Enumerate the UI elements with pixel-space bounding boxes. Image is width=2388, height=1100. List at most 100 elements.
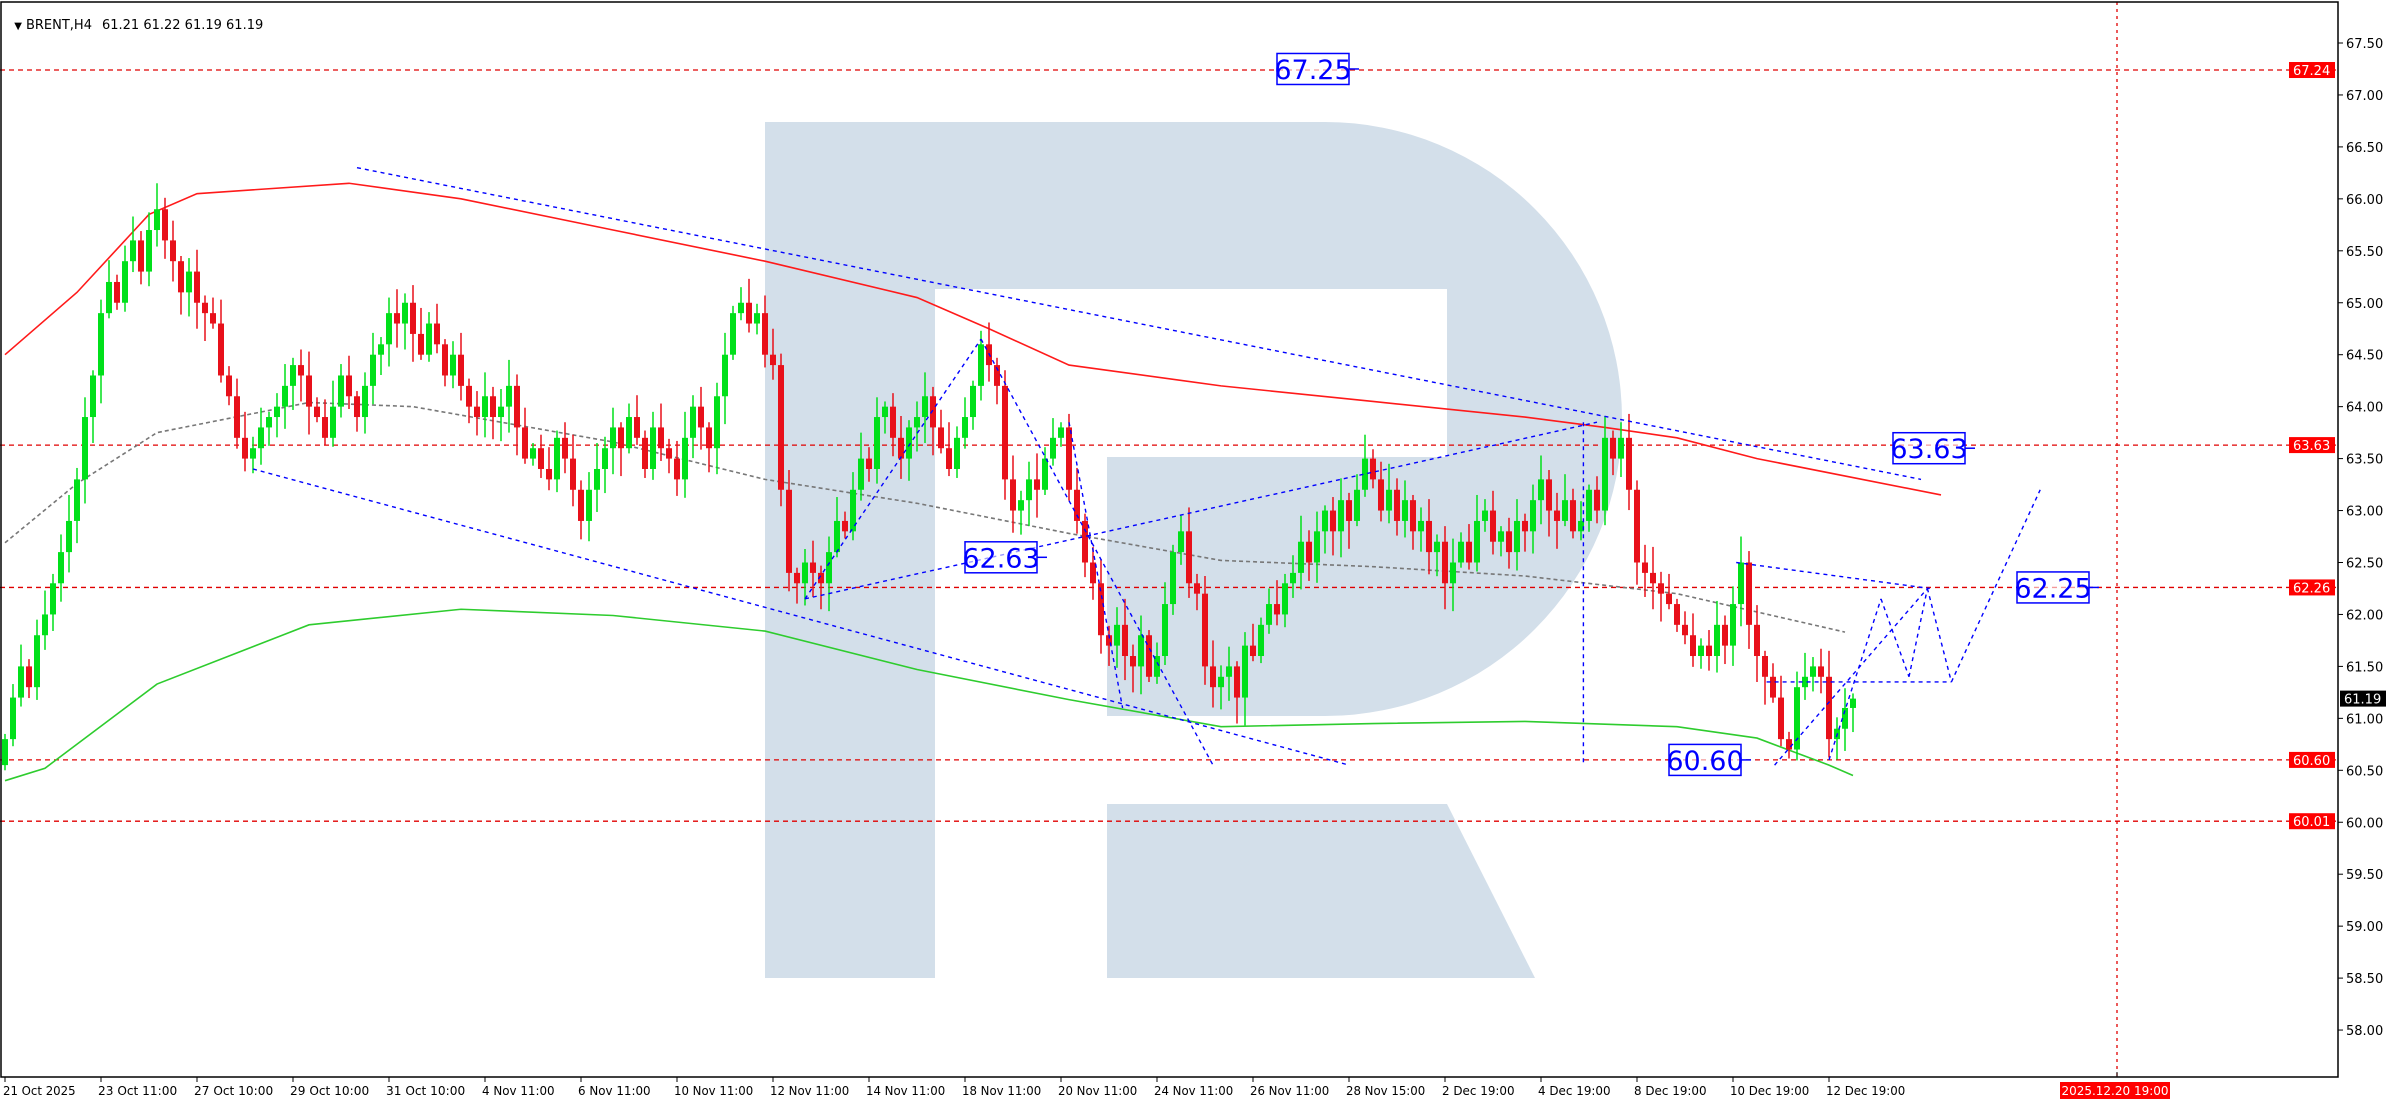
candle-body bbox=[394, 313, 400, 324]
candle-body bbox=[498, 406, 504, 418]
candle bbox=[690, 395, 696, 459]
level-price-tags: 67.24 63.63 62.26 60.60 60.01 bbox=[2289, 62, 2335, 830]
candle-body bbox=[1698, 645, 1704, 657]
moving-average-line bbox=[4, 608, 1854, 782]
candle bbox=[26, 659, 32, 699]
candle bbox=[714, 382, 720, 475]
candle bbox=[2, 733, 8, 771]
candle bbox=[1730, 586, 1736, 666]
time-tick-label: 2 Dec 19:00 bbox=[1442, 1084, 1515, 1098]
trend-line bbox=[1068, 422, 1124, 709]
candle-body bbox=[1522, 520, 1528, 532]
candle-body bbox=[1754, 624, 1760, 657]
candle bbox=[650, 411, 656, 480]
price-tick-label: 65.50 bbox=[2346, 245, 2383, 260]
candle bbox=[514, 374, 520, 456]
candle-body bbox=[1146, 635, 1152, 677]
candle-body bbox=[1346, 500, 1352, 521]
candle-body bbox=[594, 468, 600, 490]
candle-body bbox=[1258, 624, 1264, 657]
candle bbox=[554, 430, 560, 493]
watermark-r-counter bbox=[935, 289, 1447, 457]
candle bbox=[1826, 650, 1832, 758]
candle bbox=[18, 644, 24, 707]
candle bbox=[1306, 530, 1312, 581]
candle-body bbox=[562, 437, 568, 459]
candle-body bbox=[802, 562, 808, 584]
price-label-box: 62.63 bbox=[962, 541, 1047, 574]
candle-body bbox=[354, 396, 360, 418]
candle-body bbox=[962, 417, 968, 438]
label-border bbox=[964, 541, 1038, 574]
candle-body bbox=[386, 313, 392, 345]
candle-body bbox=[1562, 500, 1568, 521]
candle-body bbox=[786, 489, 792, 573]
time-tick-label: 23 Oct 11:00 bbox=[98, 1084, 177, 1098]
logo-watermark bbox=[765, 122, 1622, 978]
price-tick-label: 58.00 bbox=[2346, 1024, 2383, 1039]
candle bbox=[954, 426, 960, 478]
candle-body bbox=[1594, 489, 1600, 511]
candle bbox=[114, 274, 120, 310]
candle bbox=[1050, 418, 1056, 466]
trend-line bbox=[1828, 598, 1882, 761]
moving-averages bbox=[4, 182, 1942, 782]
candle-body bbox=[98, 313, 104, 376]
trend-line bbox=[1880, 598, 1910, 678]
candle bbox=[658, 403, 664, 461]
candle bbox=[178, 255, 184, 315]
time-tick-label: 12 Dec 19:00 bbox=[1826, 1084, 1905, 1098]
candle bbox=[1658, 571, 1664, 622]
price-tick-label: 59.50 bbox=[2346, 868, 2383, 883]
candle-body bbox=[1506, 531, 1512, 553]
candle bbox=[994, 357, 1000, 405]
cursor-date-tag bbox=[2060, 1082, 2170, 1099]
price-tick-label: 62.00 bbox=[2346, 608, 2383, 623]
candle bbox=[122, 245, 128, 312]
candle-body bbox=[178, 261, 184, 293]
chart-frame bbox=[0, 1, 2339, 1078]
label-text: 62.63 bbox=[962, 543, 1039, 574]
price-label-box: 63.63 bbox=[1890, 431, 1975, 465]
candle-body bbox=[50, 583, 56, 615]
candle-body bbox=[258, 427, 264, 449]
candle bbox=[1210, 640, 1216, 708]
candle bbox=[1458, 532, 1464, 568]
candle bbox=[1282, 573, 1288, 628]
candle bbox=[858, 432, 864, 501]
candle-body bbox=[1362, 458, 1368, 490]
candle-body bbox=[1322, 510, 1328, 532]
candle bbox=[370, 332, 376, 405]
candle bbox=[802, 548, 808, 606]
candle bbox=[1634, 480, 1640, 585]
candle-body bbox=[10, 697, 16, 740]
candle-body bbox=[1050, 437, 1056, 459]
triangle-down-icon[interactable]: ▼ bbox=[14, 21, 22, 32]
candle bbox=[162, 197, 168, 259]
candle-body bbox=[618, 427, 624, 449]
time-tick-label: 18 Nov 11:00 bbox=[962, 1084, 1041, 1098]
candle bbox=[1090, 546, 1096, 600]
label-text: 67.25 bbox=[1274, 55, 1351, 86]
candle-body bbox=[546, 468, 552, 480]
candle bbox=[42, 590, 48, 650]
candle bbox=[818, 565, 824, 610]
candle-body bbox=[1826, 676, 1832, 740]
candle bbox=[1842, 688, 1848, 751]
price-axis[interactable]: 67.50 67.00 66.50 66.00 65.50 65.00 64.50 64.00… bbox=[2338, 37, 2386, 1039]
candle bbox=[1418, 507, 1424, 552]
candle bbox=[1762, 650, 1768, 705]
time-axis[interactable]: 21 Oct 2025 23 Oct 11:00 27 Oct 10:00 29 Oc… bbox=[3, 1072, 2170, 1099]
candle-body bbox=[266, 417, 272, 428]
candle bbox=[154, 183, 160, 247]
candle-body bbox=[522, 427, 528, 459]
candle bbox=[666, 438, 672, 474]
candle-body bbox=[650, 427, 656, 469]
candle-body bbox=[1546, 479, 1552, 511]
price-tick-label: 66.50 bbox=[2346, 141, 2383, 156]
trend-line bbox=[1736, 561, 1930, 590]
candle-body bbox=[290, 365, 296, 386]
candle bbox=[1378, 461, 1384, 522]
level-price-text: 60.60 bbox=[2293, 754, 2330, 769]
